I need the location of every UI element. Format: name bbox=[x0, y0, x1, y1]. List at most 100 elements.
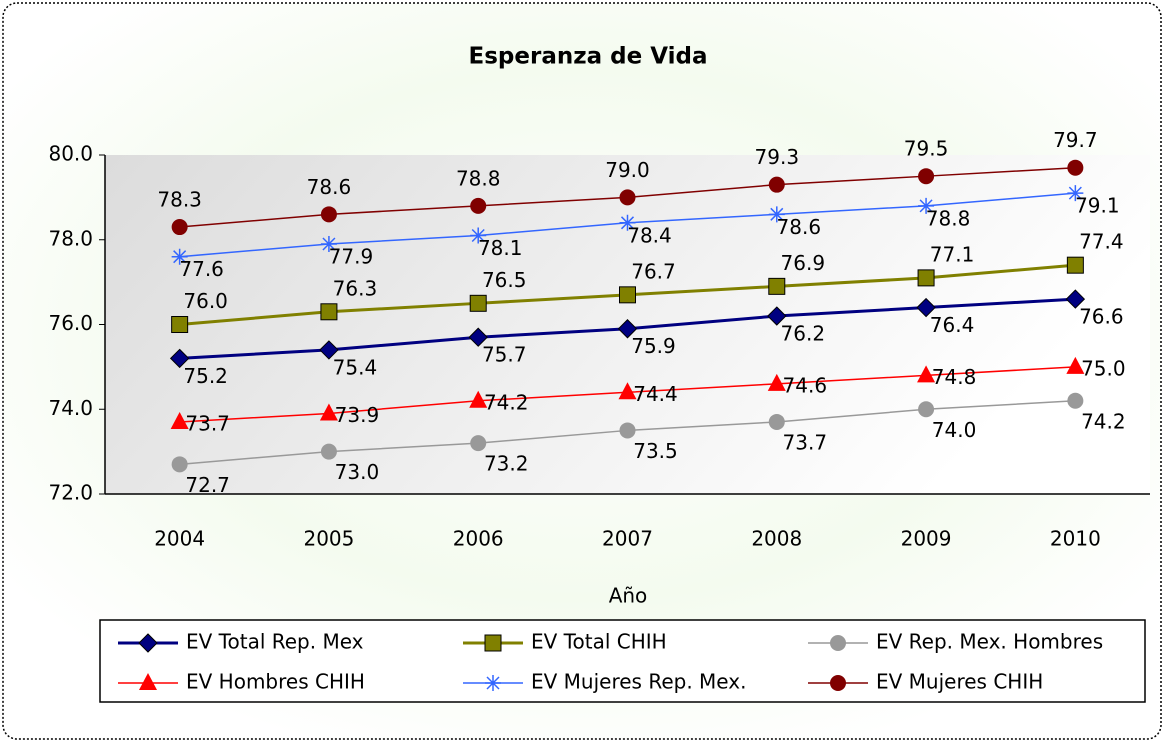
data-point bbox=[320, 206, 337, 223]
data-point bbox=[768, 277, 786, 295]
data-point bbox=[171, 248, 188, 265]
data-point bbox=[918, 197, 935, 214]
data-point bbox=[470, 197, 487, 214]
legend-marker bbox=[485, 675, 501, 691]
x-tick-label: 2008 bbox=[751, 527, 802, 551]
data-point bbox=[1066, 356, 1085, 374]
legend-marker bbox=[484, 634, 502, 652]
data-label: 75.0 bbox=[1081, 356, 1126, 380]
x-tick-label: 2009 bbox=[901, 527, 952, 551]
data-label: 73.5 bbox=[633, 439, 678, 463]
data-label: 76.5 bbox=[482, 268, 527, 292]
data-point bbox=[917, 365, 936, 383]
data-label: 78.3 bbox=[157, 188, 202, 212]
y-tick-label: 80.0 bbox=[48, 142, 93, 166]
legend-marker bbox=[830, 675, 846, 691]
data-point bbox=[619, 422, 636, 439]
data-point bbox=[768, 206, 785, 223]
data-label: 76.3 bbox=[333, 276, 378, 300]
data-point bbox=[767, 306, 787, 326]
data-label: 78.1 bbox=[478, 236, 523, 260]
data-point bbox=[619, 214, 636, 231]
data-label: 73.7 bbox=[185, 411, 230, 435]
data-label: 76.9 bbox=[781, 251, 826, 275]
x-tick-label: 2006 bbox=[453, 527, 504, 551]
data-point bbox=[768, 176, 785, 193]
data-label: 77.9 bbox=[329, 244, 374, 268]
data-label: 78.8 bbox=[456, 166, 501, 190]
data-point bbox=[619, 189, 636, 206]
data-label: 79.3 bbox=[755, 145, 800, 169]
data-label: 76.6 bbox=[1079, 305, 1124, 329]
data-label: 73.0 bbox=[335, 460, 380, 484]
data-point bbox=[767, 373, 786, 391]
data-label: 77.4 bbox=[1079, 230, 1124, 254]
data-point bbox=[1066, 256, 1084, 274]
data-label: 74.4 bbox=[633, 382, 678, 406]
x-tick-label: 2004 bbox=[154, 527, 205, 551]
data-label: 78.8 bbox=[926, 206, 971, 230]
data-label: 79.1 bbox=[1075, 194, 1120, 218]
data-point bbox=[171, 219, 188, 236]
chart-title: Esperanza de Vida bbox=[469, 44, 708, 70]
data-label: 76.0 bbox=[183, 289, 228, 313]
data-point bbox=[617, 319, 638, 339]
data-point bbox=[470, 227, 487, 244]
legend-label: EV Hombres CHIH bbox=[186, 670, 365, 694]
legend-marker bbox=[139, 673, 157, 690]
data-point bbox=[469, 390, 488, 408]
data-point bbox=[319, 340, 339, 360]
data-point bbox=[618, 382, 637, 400]
legend-label: EV Rep. Mex. Hombres bbox=[876, 630, 1103, 654]
y-tick-label: 74.0 bbox=[48, 396, 93, 420]
data-point bbox=[469, 294, 487, 312]
data-label: 75.4 bbox=[333, 355, 378, 379]
legend-label: EV Total CHIH bbox=[531, 630, 667, 654]
data-label: 74.2 bbox=[484, 390, 529, 414]
data-point bbox=[916, 297, 936, 318]
data-label: 79.0 bbox=[605, 158, 650, 182]
data-label: 78.6 bbox=[307, 175, 352, 199]
data-label: 73.2 bbox=[484, 452, 529, 476]
x-tick-label: 2010 bbox=[1050, 527, 1101, 551]
legend-box bbox=[99, 619, 1146, 703]
x-axis-title: Año bbox=[609, 584, 648, 608]
data-label: 74.6 bbox=[783, 373, 828, 397]
data-point bbox=[468, 327, 488, 347]
data-label: 73.7 bbox=[783, 430, 828, 454]
data-point bbox=[169, 348, 190, 369]
data-point bbox=[1067, 392, 1084, 409]
data-label: 75.9 bbox=[631, 334, 676, 358]
y-tick-label: 72.0 bbox=[48, 481, 93, 505]
data-label: 77.6 bbox=[179, 257, 224, 281]
data-point bbox=[320, 303, 338, 321]
legend-marker bbox=[830, 635, 846, 651]
legend-label: EV Mujeres Rep. Mex. bbox=[531, 670, 746, 694]
data-label: 76.4 bbox=[930, 313, 975, 337]
data-label: 79.5 bbox=[904, 137, 949, 161]
data-point bbox=[170, 411, 189, 429]
data-point bbox=[619, 286, 636, 304]
legend-marker bbox=[138, 633, 158, 653]
data-label: 76.2 bbox=[781, 322, 826, 346]
data-point bbox=[918, 168, 935, 185]
data-point bbox=[1065, 289, 1086, 309]
data-point bbox=[768, 413, 785, 430]
data-point bbox=[171, 316, 189, 333]
data-label: 74.2 bbox=[1081, 409, 1126, 433]
data-label: 73.9 bbox=[335, 403, 380, 427]
data-label: 77.1 bbox=[930, 242, 975, 266]
x-tick-label: 2005 bbox=[303, 527, 354, 551]
data-point bbox=[1067, 185, 1084, 202]
data-label: 75.2 bbox=[183, 364, 228, 388]
data-point bbox=[319, 403, 338, 421]
data-label: 72.7 bbox=[185, 473, 230, 497]
data-point bbox=[917, 269, 935, 287]
data-point bbox=[918, 401, 935, 418]
data-label: 74.8 bbox=[932, 365, 977, 389]
data-label: 78.6 bbox=[777, 215, 822, 239]
data-point bbox=[470, 435, 487, 452]
data-point bbox=[320, 443, 337, 460]
y-tick-label: 78.0 bbox=[48, 226, 93, 250]
